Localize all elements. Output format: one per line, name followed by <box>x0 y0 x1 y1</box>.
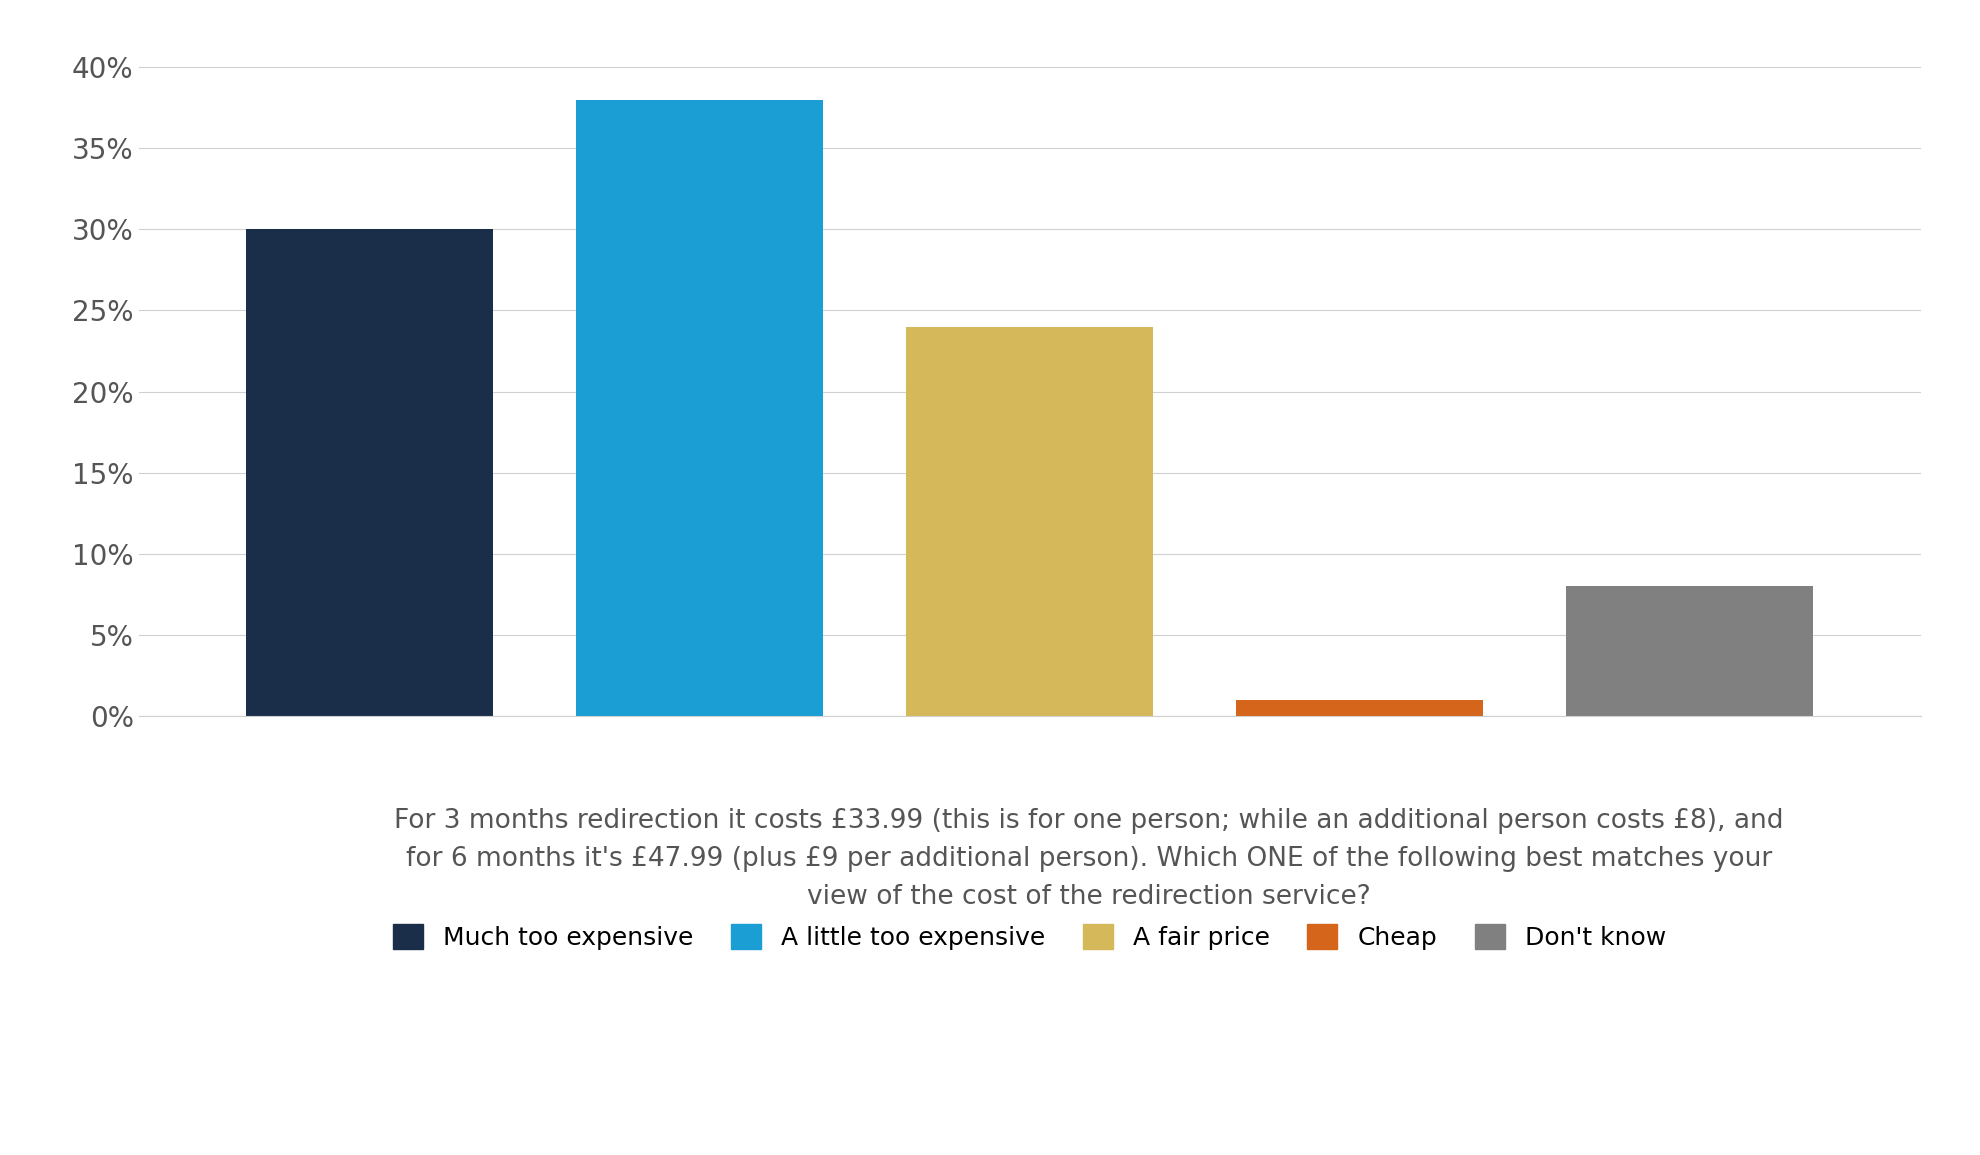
Bar <box>1236 700 1483 716</box>
Bar <box>246 230 493 716</box>
Bar <box>576 99 824 716</box>
Legend: Much too expensive, A little too expensive, A fair price, Cheap, Don't know: Much too expensive, A little too expensi… <box>380 911 1679 962</box>
Text: For 3 months redirection it costs £33.99 (this is for one person; while an addit: For 3 months redirection it costs £33.99… <box>394 808 1784 910</box>
Bar <box>907 327 1152 716</box>
Bar <box>1566 587 1814 716</box>
